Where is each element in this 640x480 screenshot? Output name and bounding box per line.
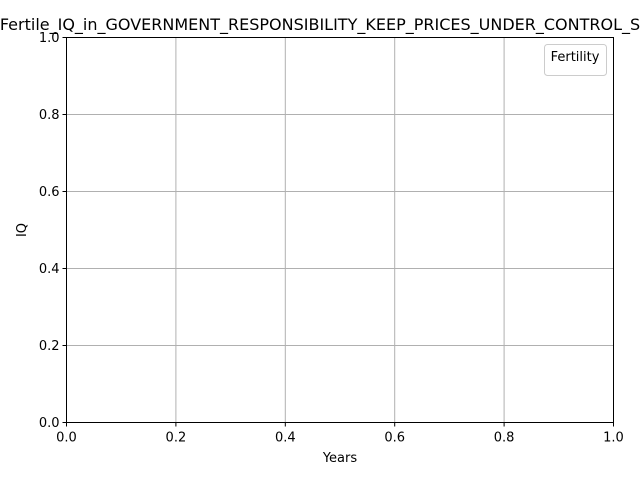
x-tick-label: 0.8	[494, 431, 515, 446]
x-tick-label: 0.4	[275, 431, 296, 446]
y-tick-label: 0.4	[39, 262, 60, 277]
y-tick-label: 0.2	[39, 339, 60, 354]
x-tick-label: 0.2	[166, 431, 187, 446]
chart-title: Fertile_IQ_in_GOVERNMENT_RESPONSIBILITY_…	[0, 15, 640, 35]
x-axis-label: Years	[322, 451, 358, 466]
y-tick-label: 0.0	[39, 416, 60, 431]
legend-title: Fertility	[551, 50, 600, 65]
legend: Fertility	[544, 44, 607, 76]
y-axis-label: IQ	[15, 223, 30, 237]
grid	[66, 37, 614, 423]
plot-frame	[66, 37, 614, 423]
y-tick-label: 0.6	[39, 185, 60, 200]
y-axis-ticks: 0.0 0.2 0.4 0.6 0.8 1.0	[39, 31, 67, 431]
x-tick-label: 1.0	[603, 431, 624, 446]
x-tick-label: 0.0	[56, 431, 77, 446]
y-tick-label: 1.0	[39, 31, 60, 46]
y-tick-label: 0.8	[39, 108, 60, 123]
x-axis-ticks: 0.0 0.2 0.4 0.6 0.8 1.0	[56, 422, 624, 446]
x-tick-label: 0.6	[384, 431, 405, 446]
legend-box	[544, 44, 607, 76]
